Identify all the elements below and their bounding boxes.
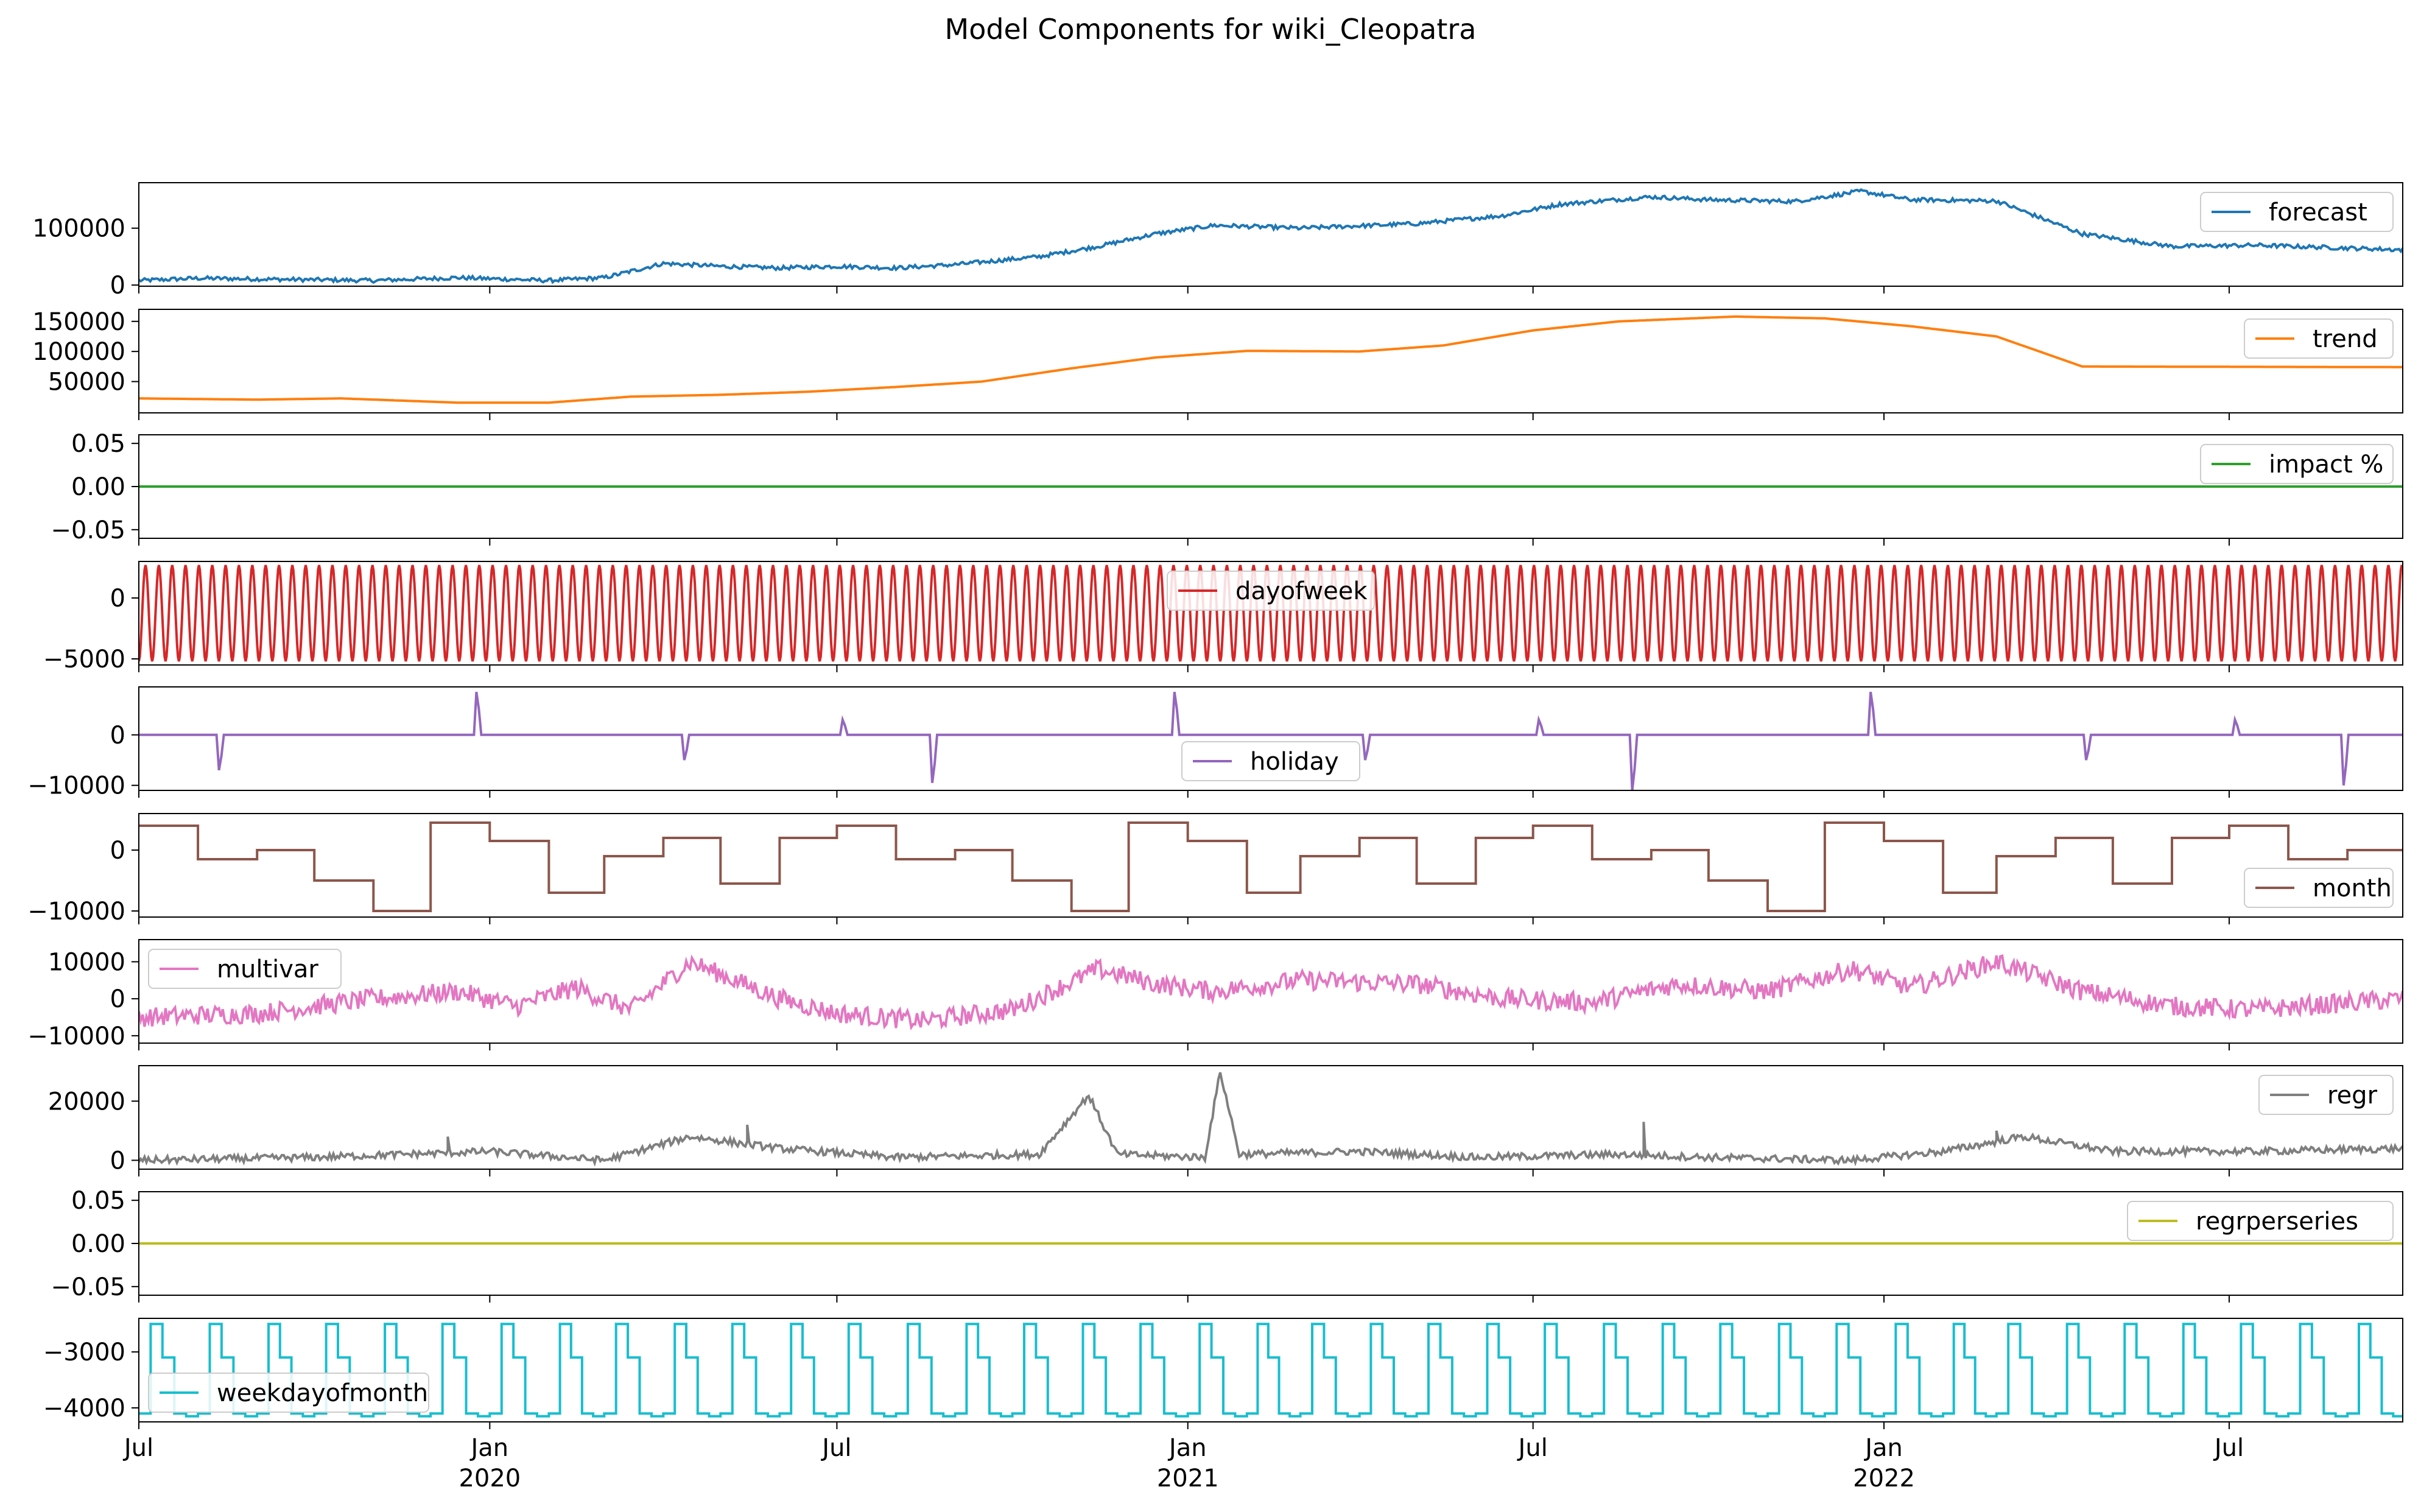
legend: weekdayofmonth — [148, 1373, 429, 1413]
x-tick-label: Jul — [2213, 1434, 2244, 1462]
legend-label: dayofweek — [1235, 577, 1368, 605]
x-tick-label: Jan — [1167, 1434, 1207, 1462]
legend-box — [2127, 1201, 2394, 1241]
panel-regr: 20000 0 regr — [48, 1065, 2403, 1176]
y-tick-label: −10000 — [27, 772, 125, 800]
panel-weekdayofmonth: −3000 −4000 weekdayofmonth — [43, 1318, 2403, 1429]
y-tick-label: −3000 — [43, 1338, 125, 1366]
legend: trend — [2244, 318, 2394, 359]
legend-box — [2244, 318, 2394, 359]
y-tick-label: −10000 — [27, 898, 125, 926]
panel-forecast: 0 100000 forecast — [32, 182, 2403, 300]
series-line-holiday — [139, 692, 2403, 790]
y-tick-label: 0.00 — [71, 1230, 125, 1258]
legend-box — [148, 1373, 429, 1413]
y-tick-label: 100000 — [32, 338, 125, 366]
x-axis: Jul Jan 2020 Jul Jan 2021 Jul Jan 2022 Jul — [122, 1434, 2244, 1493]
legend-label: weekdayofmonth — [217, 1379, 428, 1407]
series-line-trend — [139, 315, 2403, 404]
panels: 0100000forecast50000100000150000trend0.0… — [27, 182, 2403, 1429]
y-tick-label: 0 — [110, 722, 125, 750]
panel-dayofweek: 0 −5000 dayofweek — [43, 561, 2403, 673]
chart-title: Model Components for wiki_Cleopatra — [945, 13, 1477, 46]
legend-label: forecast — [2269, 199, 2367, 227]
series-line-weekdayofmonth — [139, 1323, 2403, 1418]
legend: holiday — [1181, 741, 1360, 781]
panel-frame — [138, 561, 2403, 666]
x-tick-year-label: 2021 — [1157, 1465, 1219, 1493]
x-tick-label: Jan — [469, 1434, 509, 1462]
x-tick-label: Jul — [820, 1434, 851, 1462]
series-line-month — [139, 821, 2403, 912]
panel-impact: 0.05 0.00 −0.05 impact % — [51, 430, 2403, 546]
y-tick-label: −0.05 — [51, 516, 125, 544]
legend-box — [2258, 1075, 2394, 1115]
legend-label: multivar — [217, 955, 318, 983]
legend-box — [2200, 192, 2394, 232]
y-tick-label: 50000 — [48, 368, 125, 396]
y-tick-label: 0 — [110, 1147, 125, 1175]
x-tick-label: Jul — [122, 1434, 153, 1462]
panel-frame — [138, 939, 2403, 1044]
x-tick-year-label: 2020 — [459, 1465, 521, 1493]
y-tick-label: 10000 — [48, 948, 125, 976]
legend-box — [2244, 868, 2394, 908]
y-tick-label: 0.00 — [71, 473, 125, 501]
y-tick-label: 20000 — [48, 1088, 125, 1116]
legend-box — [1167, 571, 1375, 611]
y-tick-label: −0.05 — [51, 1273, 125, 1301]
legend: regr — [2258, 1075, 2394, 1115]
series-line-regr — [139, 1072, 2403, 1167]
legend: forecast — [2200, 192, 2394, 232]
x-tick-label: Jan — [1863, 1434, 1903, 1462]
x-tick-label: Jul — [1517, 1434, 1548, 1462]
y-tick-label: 0 — [110, 985, 125, 1013]
panel-holiday: 0 −10000 holiday — [27, 686, 2403, 800]
legend-box — [148, 949, 342, 989]
panel-regrperseries: 0.05 0.00 −0.05 regrperseries — [51, 1187, 2403, 1303]
legend-label: trend — [2313, 325, 2378, 353]
y-tick-label: 150000 — [32, 308, 125, 336]
panel-frame — [138, 309, 2403, 413]
y-tick-label: 100000 — [32, 215, 125, 243]
panel-frame — [138, 813, 2403, 918]
y-tick-label: 0.05 — [71, 430, 125, 458]
series-line-multivar — [139, 954, 2403, 1031]
legend-label: impact % — [2269, 451, 2383, 479]
legend-box — [1181, 741, 1360, 781]
legend-label: regrperseries — [2196, 1208, 2358, 1236]
panel-multivar: 10000 0 −10000 multivar — [27, 939, 2403, 1050]
y-tick-label: −5000 — [43, 645, 125, 673]
panel-frame — [138, 1318, 2403, 1422]
y-tick-label: −4000 — [43, 1394, 125, 1422]
legend: impact % — [2200, 444, 2394, 484]
legend-label: regr — [2327, 1081, 2378, 1109]
y-tick-label: 0 — [110, 272, 125, 300]
legend: month — [2244, 868, 2394, 908]
panel-month: 0 −10000 month — [27, 813, 2403, 926]
series-line-forecast — [139, 188, 2403, 284]
y-tick-label: 0.05 — [71, 1187, 125, 1215]
panel-frame — [138, 686, 2403, 791]
panel-frame — [138, 182, 2403, 287]
y-tick-label: 0 — [110, 837, 125, 865]
legend-box — [2200, 444, 2394, 484]
legend: regrperseries — [2127, 1201, 2394, 1241]
x-tick-year-label: 2022 — [1853, 1465, 1915, 1493]
legend: dayofweek — [1167, 571, 1375, 611]
panel-frame — [138, 1065, 2403, 1170]
legend-label: month — [2313, 874, 2392, 902]
legend-label: holiday — [1250, 748, 1339, 776]
y-tick-label: 0 — [110, 585, 125, 613]
legend: multivar — [148, 949, 342, 989]
y-tick-label: −10000 — [27, 1022, 125, 1050]
series-line-dayofweek — [139, 564, 2403, 662]
